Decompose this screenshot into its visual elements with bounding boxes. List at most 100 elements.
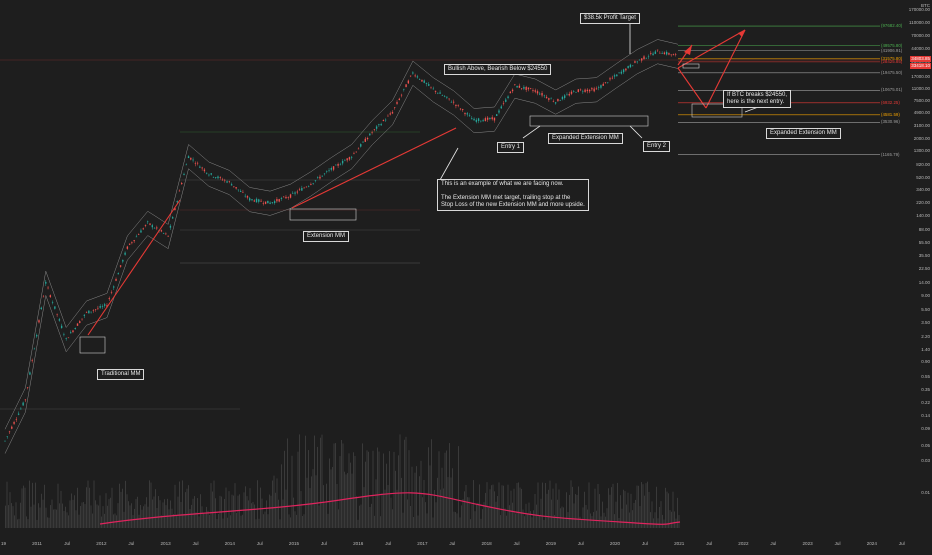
volume-bar — [80, 505, 81, 528]
volume-bar — [90, 505, 92, 528]
volume-bar — [453, 511, 455, 528]
candle-body — [432, 88, 434, 90]
candle-body — [620, 71, 623, 74]
volume-bar — [551, 499, 552, 528]
volume-bar — [467, 497, 468, 528]
volume-bar — [422, 497, 423, 528]
candle-body — [387, 115, 389, 117]
y-tick-label: 820.00 — [916, 161, 930, 167]
candle-body — [473, 118, 475, 121]
candle-body — [169, 225, 172, 228]
candle-body — [369, 133, 371, 136]
candle-body — [434, 90, 437, 92]
candle-body — [104, 304, 106, 306]
candle-body — [638, 59, 641, 61]
candle-body — [575, 92, 577, 93]
chart-annotation: Entry 1 — [497, 142, 525, 153]
volume-bar — [420, 460, 422, 528]
volume-bar — [341, 439, 342, 528]
x-tick-label: Jul — [128, 541, 135, 546]
candle-body — [294, 192, 296, 194]
candle-body — [622, 69, 625, 73]
candle-body — [63, 334, 65, 335]
volume-bar — [270, 495, 272, 528]
volume-bar — [567, 512, 569, 528]
candle-body — [502, 103, 505, 104]
candle-body — [527, 87, 530, 90]
candle-body — [305, 186, 308, 188]
candle-body — [448, 98, 450, 100]
volume-bar — [368, 451, 369, 528]
volume-bar — [242, 514, 243, 528]
volume-bar — [647, 481, 648, 528]
volume-bar — [294, 511, 296, 528]
volume-bar — [465, 485, 467, 528]
volume-bar — [56, 509, 57, 528]
x-tick-label: 2011 — [32, 541, 42, 546]
candle-body — [244, 195, 246, 197]
volume-bar — [540, 498, 542, 528]
volume-bar — [299, 434, 300, 528]
volume-bar — [387, 484, 389, 528]
volume-bar — [137, 496, 138, 528]
candle-body — [439, 92, 441, 94]
candle-body — [548, 98, 550, 100]
candle-body — [140, 230, 142, 233]
candle-body — [520, 88, 523, 89]
volume-bar — [158, 496, 159, 528]
volume-bar — [360, 504, 362, 528]
volume-bar — [629, 512, 630, 528]
candle-body — [550, 98, 552, 100]
candle-body — [530, 88, 532, 89]
volume-bar — [468, 497, 470, 528]
volume-bar — [495, 501, 497, 528]
volume-bar — [401, 477, 402, 528]
y-tick-label: 1300.00 — [913, 148, 930, 154]
y-tick-label: 0.22 — [921, 400, 930, 406]
candle-body — [330, 168, 333, 170]
price-level-label: (97682.40) — [881, 23, 903, 29]
candle-body — [239, 190, 242, 192]
volume-bar — [293, 497, 294, 528]
volume-bar — [548, 489, 549, 528]
candle-body — [99, 306, 101, 308]
y-tick-label: 3.50 — [921, 320, 930, 326]
volume-bar — [572, 486, 573, 528]
volume-bar — [462, 498, 464, 528]
volume-bar — [218, 513, 219, 528]
volume-bar — [89, 487, 90, 528]
candle-body — [176, 201, 178, 203]
volume-bar — [125, 480, 126, 528]
candle-body — [525, 86, 527, 90]
volume-bar — [200, 494, 201, 528]
candle-body — [319, 176, 321, 179]
volume-bar — [575, 494, 576, 528]
trend-arrow — [677, 67, 707, 109]
volume-bar — [507, 484, 509, 528]
volume-bar — [447, 477, 449, 528]
y-tick-label: 9.00 — [921, 292, 930, 298]
current-price-badge: 33418.10 — [910, 63, 931, 69]
x-tick-label: 2021 — [674, 541, 685, 546]
y-tick-label: 22.50 — [918, 266, 930, 272]
volume-bar — [162, 502, 164, 528]
candle-body — [147, 221, 149, 223]
volume-bar — [378, 451, 380, 528]
volume-bar — [444, 452, 446, 528]
volume-bar — [662, 514, 663, 528]
candle-body — [258, 199, 260, 202]
candle-body — [604, 82, 607, 83]
volume-bar — [357, 519, 359, 528]
volume-bar — [297, 451, 299, 528]
candle-body — [249, 198, 251, 201]
volume-bar — [482, 509, 483, 528]
volume-bar — [513, 488, 515, 528]
volume-bar — [32, 482, 33, 528]
volume-bar — [504, 508, 506, 528]
volume-bar — [303, 514, 305, 528]
volume-bar — [9, 492, 11, 528]
volume-bar — [488, 507, 489, 528]
volume-bar — [351, 473, 353, 528]
x-tick-label: 2019 — [545, 541, 556, 546]
